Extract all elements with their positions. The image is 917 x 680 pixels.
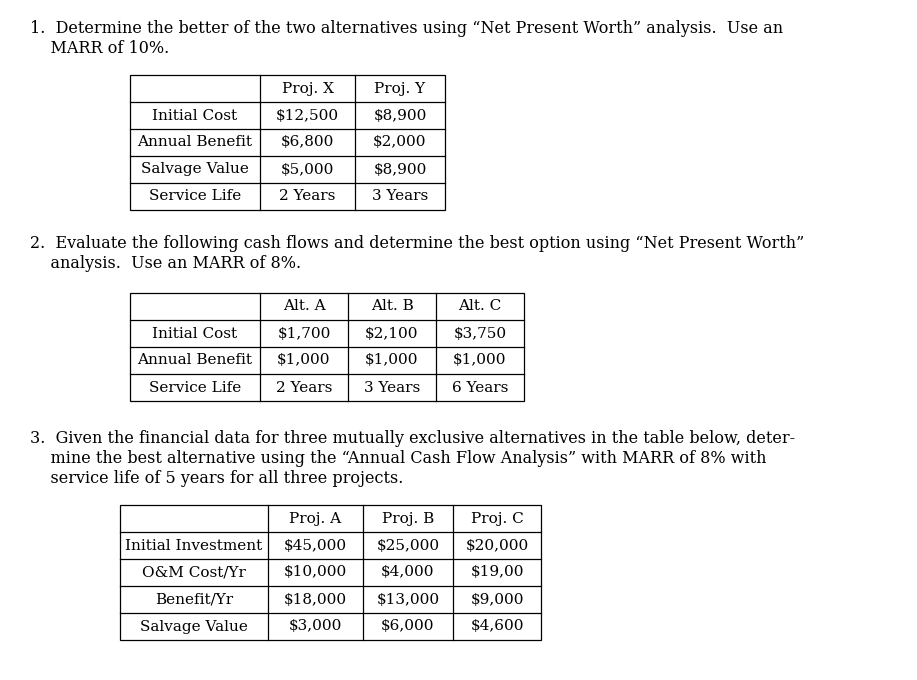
Text: $3,750: $3,750 (453, 326, 506, 341)
Text: $20,000: $20,000 (465, 539, 528, 552)
Bar (130, 293, 524, 401)
Text: $9,000: $9,000 (470, 592, 524, 607)
Text: Proj. Y: Proj. Y (374, 82, 425, 95)
Text: analysis.  Use an MARR of 8%.: analysis. Use an MARR of 8%. (30, 255, 301, 272)
Text: service life of 5 years for all three projects.: service life of 5 years for all three pr… (30, 470, 403, 487)
Text: Service Life: Service Life (149, 190, 241, 203)
Text: Initial Cost: Initial Cost (152, 326, 238, 341)
Text: 2.  Evaluate the following cash flows and determine the best option using “Net P: 2. Evaluate the following cash flows and… (30, 235, 804, 252)
Text: $1,000: $1,000 (365, 354, 419, 367)
Text: $4,000: $4,000 (381, 566, 435, 579)
Text: $2,000: $2,000 (373, 135, 426, 150)
Text: Salvage Value: Salvage Value (140, 619, 248, 634)
Text: $5,000: $5,000 (281, 163, 334, 177)
Text: Alt. A: Alt. A (282, 299, 326, 313)
Text: Alt. C: Alt. C (458, 299, 502, 313)
Text: $19,00: $19,00 (470, 566, 524, 579)
Text: $1,700: $1,700 (277, 326, 331, 341)
Text: Proj. C: Proj. C (470, 511, 524, 526)
Text: 2 Years: 2 Years (276, 381, 332, 394)
Text: $6,000: $6,000 (381, 619, 435, 634)
Text: Proj. B: Proj. B (381, 511, 434, 526)
Text: Annual Benefit: Annual Benefit (138, 135, 252, 150)
Text: $13,000: $13,000 (377, 592, 439, 607)
Text: MARR of 10%.: MARR of 10%. (30, 40, 170, 57)
Text: $45,000: $45,000 (284, 539, 347, 552)
Text: Proj. X: Proj. X (282, 82, 334, 95)
Text: $1,000: $1,000 (453, 354, 507, 367)
Text: Salvage Value: Salvage Value (141, 163, 249, 177)
Text: $2,100: $2,100 (365, 326, 419, 341)
Text: 2 Years: 2 Years (280, 190, 336, 203)
Text: Annual Benefit: Annual Benefit (138, 354, 252, 367)
Text: $8,900: $8,900 (373, 109, 426, 122)
Bar (130, 75, 445, 210)
Text: $25,000: $25,000 (377, 539, 439, 552)
Text: O&M Cost/Yr: O&M Cost/Yr (142, 566, 246, 579)
Text: $10,000: $10,000 (284, 566, 348, 579)
Text: $3,000: $3,000 (289, 619, 342, 634)
Text: Initial Cost: Initial Cost (152, 109, 238, 122)
Text: Initial Investment: Initial Investment (126, 539, 262, 552)
Text: mine the best alternative using the “Annual Cash Flow Analysis” with MARR of 8% : mine the best alternative using the “Ann… (30, 450, 767, 467)
Text: $4,600: $4,600 (470, 619, 524, 634)
Bar (120, 505, 541, 640)
Text: $18,000: $18,000 (284, 592, 347, 607)
Text: $8,900: $8,900 (373, 163, 426, 177)
Text: $6,800: $6,800 (281, 135, 334, 150)
Text: $1,000: $1,000 (277, 354, 331, 367)
Text: 3.  Given the financial data for three mutually exclusive alternatives in the ta: 3. Given the financial data for three mu… (30, 430, 795, 447)
Text: 3 Years: 3 Years (372, 190, 428, 203)
Text: $12,500: $12,500 (276, 109, 339, 122)
Text: 3 Years: 3 Years (364, 381, 420, 394)
Text: Proj. A: Proj. A (290, 511, 341, 526)
Text: Benefit/Yr: Benefit/Yr (155, 592, 233, 607)
Text: 1.  Determine the better of the two alternatives using “Net Present Worth” analy: 1. Determine the better of the two alter… (30, 20, 783, 37)
Text: 6 Years: 6 Years (452, 381, 508, 394)
Text: Service Life: Service Life (149, 381, 241, 394)
Text: Alt. B: Alt. B (370, 299, 414, 313)
